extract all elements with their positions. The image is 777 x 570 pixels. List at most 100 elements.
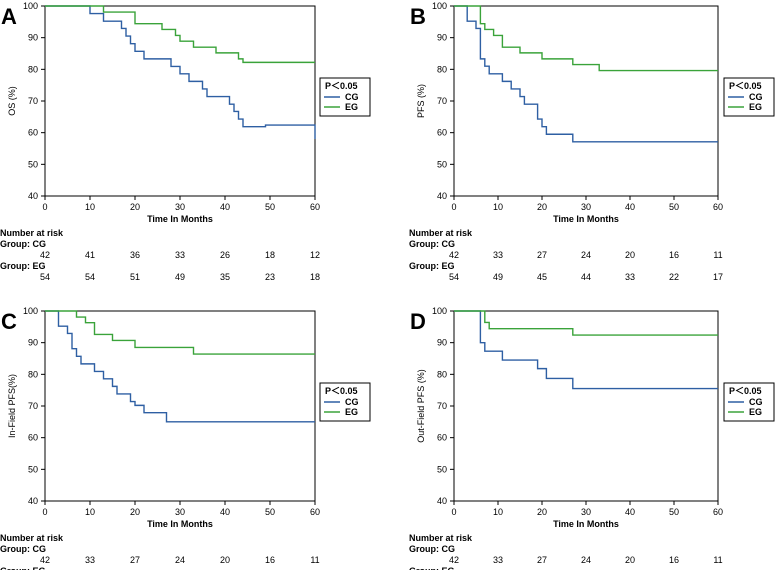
legend-label-cg: CG	[749, 92, 763, 102]
risk-count: 54	[40, 272, 50, 282]
x-tick-label: 40	[625, 202, 635, 212]
risk-count: 18	[265, 250, 275, 260]
risk-count: 33	[175, 250, 185, 260]
y-tick-label: 80	[28, 64, 38, 74]
risk-table-title: Number at risk	[409, 533, 473, 543]
risk-count: 27	[130, 555, 140, 565]
panel-letter: C	[1, 309, 17, 334]
x-tick-label: 10	[85, 507, 95, 517]
risk-count: 33	[625, 272, 635, 282]
km-curve-eg	[454, 310, 718, 336]
risk-count: 49	[175, 272, 185, 282]
x-tick-label: 20	[130, 202, 140, 212]
plot-frame	[44, 310, 316, 502]
x-tick-label: 60	[310, 507, 320, 517]
y-tick-label: 90	[28, 33, 38, 43]
risk-count: 36	[130, 250, 140, 260]
y-tick-label: 70	[28, 96, 38, 106]
x-tick-label: 50	[265, 202, 275, 212]
panel-d: D 40 50 60 70 80 90 100 0 10 20 30 40 50 60 Time In Mon…	[409, 306, 775, 570]
risk-count: 22	[669, 272, 679, 282]
risk-count: 11	[310, 555, 319, 565]
km-curve-eg	[454, 5, 718, 72]
risk-count: 17	[713, 272, 723, 282]
risk-count: 23	[265, 272, 275, 282]
panel-b: B 40 50 60 70 80 90 100 0 10 20 30 40 50 60 Time In Mon…	[409, 1, 775, 282]
y-tick-label: 70	[28, 401, 38, 411]
risk-group-label: Group: CG	[0, 544, 46, 554]
panel-letter: D	[410, 309, 426, 334]
risk-count: 16	[669, 250, 679, 260]
x-tick-label: 20	[537, 202, 547, 212]
risk-table-title: Number at risk	[409, 228, 473, 238]
panel-letter: B	[410, 4, 426, 29]
x-tick-label: 20	[130, 507, 140, 517]
risk-count: 33	[493, 250, 503, 260]
y-tick-label: 70	[437, 401, 447, 411]
x-tick-label: 0	[42, 202, 47, 212]
risk-count: 27	[537, 555, 547, 565]
risk-count: 24	[581, 250, 591, 260]
risk-group-label: Group: CG	[409, 544, 455, 554]
x-axis-label: Time In Months	[147, 214, 213, 224]
x-axis-label: Time In Months	[147, 519, 213, 529]
y-tick-label: 60	[28, 128, 38, 138]
risk-count: 16	[669, 555, 679, 565]
x-tick-label: 30	[581, 507, 591, 517]
x-tick-label: 40	[625, 507, 635, 517]
panel-c: C 40 50 60 70 80 90 100 0 10 20 30 40 50 60 Time In Mon…	[0, 306, 371, 570]
risk-count: 26	[220, 250, 230, 260]
y-tick-label: 70	[437, 96, 447, 106]
risk-group-label: Group: EG	[409, 566, 455, 570]
risk-count: 51	[130, 272, 140, 282]
x-tick-label: 0	[451, 507, 456, 517]
y-tick-label: 60	[28, 433, 38, 443]
y-axis-label: Out-Field PFS (%)	[416, 369, 426, 443]
y-tick-label: 60	[437, 433, 447, 443]
km-curve-cg	[454, 5, 718, 143]
risk-group-label: Group: EG	[409, 261, 455, 271]
y-tick-label: 50	[437, 464, 447, 474]
x-tick-label: 50	[265, 507, 275, 517]
risk-count: 18	[310, 272, 320, 282]
y-tick-label: 100	[23, 1, 38, 11]
y-tick-label: 90	[437, 33, 447, 43]
legend-label-eg: EG	[749, 102, 762, 112]
x-tick-label: 50	[669, 507, 679, 517]
y-tick-label: 40	[28, 191, 38, 201]
y-tick-label: 50	[437, 159, 447, 169]
risk-count: 54	[449, 272, 459, 282]
panel-letter: A	[1, 4, 17, 29]
x-tick-label: 20	[537, 507, 547, 517]
risk-count: 11	[713, 555, 722, 565]
risk-count: 20	[625, 250, 635, 260]
x-tick-label: 30	[581, 202, 591, 212]
risk-count: 42	[449, 555, 459, 565]
risk-count: 41	[85, 250, 95, 260]
x-tick-label: 40	[220, 202, 230, 212]
panel-a: A 40 50 60 70 80 90 100 0 10 20 30 40 50 60 Time In Mon…	[0, 1, 371, 282]
y-axis-label: OS (%)	[7, 86, 17, 116]
risk-count: 42	[40, 555, 50, 565]
risk-group-label: Group: CG	[0, 239, 46, 249]
risk-count: 45	[537, 272, 547, 282]
legend-label-cg: CG	[345, 92, 359, 102]
x-tick-label: 60	[713, 507, 723, 517]
plot-frame	[44, 5, 316, 197]
y-tick-label: 40	[437, 191, 447, 201]
risk-count: 24	[581, 555, 591, 565]
risk-count: 42	[449, 250, 459, 260]
km-curve-eg	[45, 310, 315, 355]
y-tick-label: 50	[28, 159, 38, 169]
risk-count: 12	[310, 250, 320, 260]
y-tick-label: 90	[28, 338, 38, 348]
risk-count: 20	[220, 555, 230, 565]
risk-count: 54	[85, 272, 95, 282]
legend-title: P＜0.05	[729, 81, 762, 91]
